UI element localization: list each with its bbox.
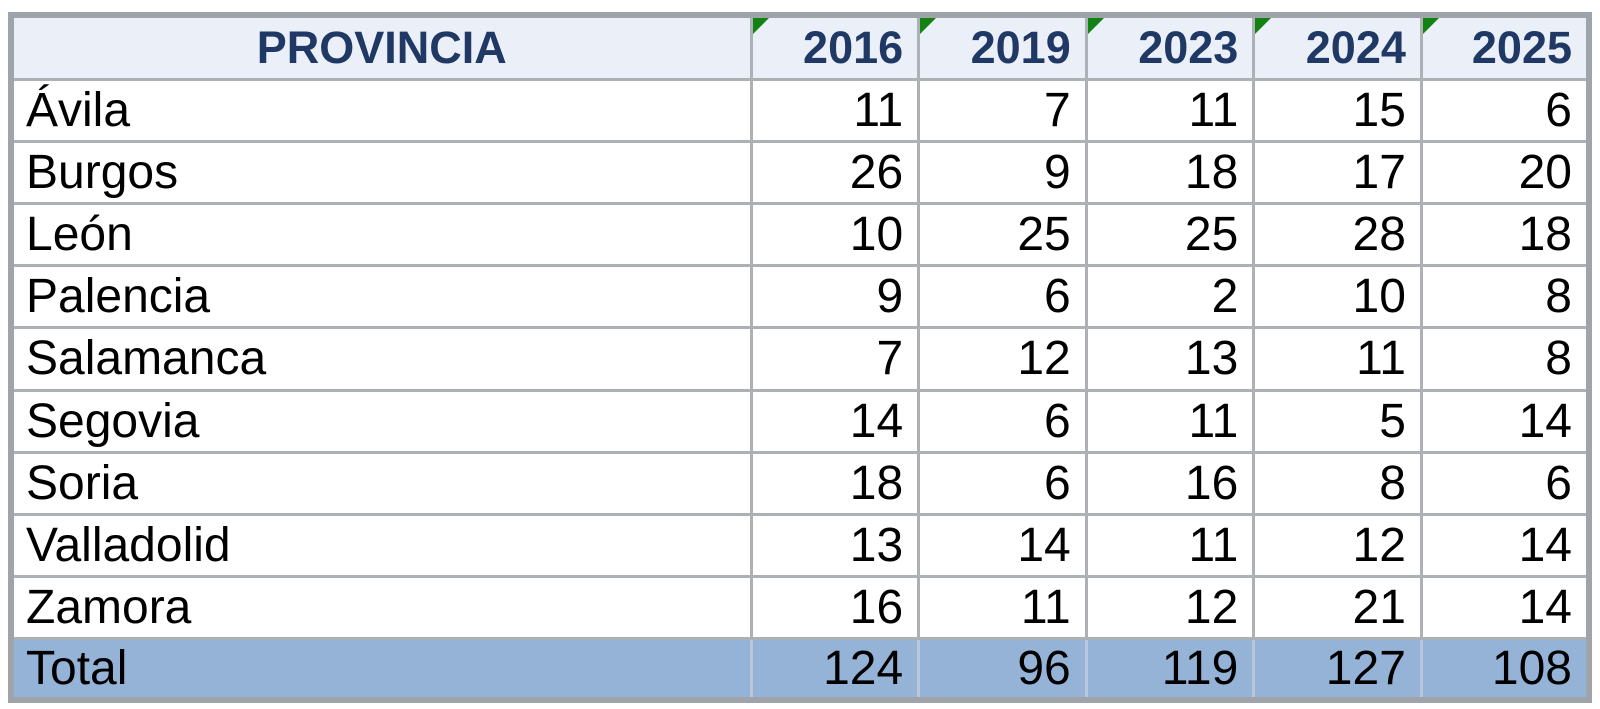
province-cell[interactable]: Palencia — [9, 264, 753, 330]
table-foot: Total 124 96 119 127 108 — [9, 637, 1591, 702]
total-row: Total 124 96 119 127 108 — [9, 637, 1591, 702]
value-cell[interactable]: 6 — [1419, 77, 1591, 144]
provinces-table-container: PROVINCIA 2016 2019 2023 2024 2025 Ávila 11 7 1… — [8, 12, 1592, 703]
table-row: Segovia 14 6 11 5 14 — [9, 388, 1591, 454]
column-header-year-2023[interactable]: 2023 — [1084, 13, 1256, 81]
flag-triangle-icon — [921, 18, 937, 34]
year-label: 2016 — [803, 22, 904, 73]
value-cell[interactable]: 16 — [1084, 450, 1256, 516]
flag-triangle-icon — [1424, 18, 1439, 34]
table-row: Palencia 9 6 2 10 8 — [9, 264, 1591, 330]
value-cell[interactable]: 14 — [749, 388, 921, 454]
value-cell[interactable]: 18 — [749, 450, 921, 516]
column-header-year-2024[interactable]: 2024 — [1252, 13, 1423, 81]
value-cell[interactable]: 13 — [1084, 326, 1256, 392]
province-cell[interactable]: Soria — [9, 450, 753, 516]
value-cell[interactable]: 11 — [1084, 512, 1256, 578]
value-cell[interactable]: 8 — [1252, 450, 1423, 516]
table-row: Soria 18 6 16 8 6 — [9, 450, 1591, 516]
flag-triangle-icon — [1089, 18, 1104, 34]
value-cell[interactable]: 5 — [1252, 388, 1423, 454]
value-cell[interactable]: 25 — [917, 202, 1088, 268]
province-cell[interactable]: Zamora — [9, 574, 753, 641]
province-cell[interactable]: Burgos — [9, 140, 753, 206]
province-cell[interactable]: Segovia — [9, 388, 753, 454]
value-cell[interactable]: 11 — [917, 574, 1088, 641]
table-body: Ávila 11 7 11 15 6 Burgos 26 9 18 17 20 León 10 25 25 28… — [9, 77, 1591, 641]
year-label: 2023 — [1138, 22, 1239, 73]
header-row: PROVINCIA 2016 2019 2023 2024 2025 — [9, 13, 1591, 81]
value-cell[interactable]: 14 — [1419, 388, 1591, 454]
column-header-year-2016[interactable]: 2016 — [749, 13, 921, 81]
year-label: 2019 — [970, 22, 1071, 73]
value-cell[interactable]: 13 — [749, 512, 921, 578]
value-cell[interactable]: 25 — [1084, 202, 1256, 268]
total-value-cell[interactable]: 124 — [749, 637, 921, 702]
provinces-table: PROVINCIA 2016 2019 2023 2024 2025 Ávila 11 7 1… — [8, 12, 1592, 703]
value-cell[interactable]: 17 — [1252, 140, 1423, 206]
value-cell[interactable]: 12 — [1252, 512, 1423, 578]
total-value-cell[interactable]: 119 — [1084, 637, 1256, 702]
value-cell[interactable]: 16 — [749, 574, 921, 641]
value-cell[interactable]: 8 — [1419, 326, 1591, 392]
value-cell[interactable]: 8 — [1419, 264, 1591, 330]
value-cell[interactable]: 11 — [1084, 388, 1256, 454]
value-cell[interactable]: 7 — [749, 326, 921, 392]
value-cell[interactable]: 9 — [749, 264, 921, 330]
total-value-cell[interactable]: 108 — [1419, 637, 1591, 702]
province-cell[interactable]: Salamanca — [9, 326, 753, 392]
value-cell[interactable]: 15 — [1252, 77, 1423, 144]
value-cell[interactable]: 18 — [1084, 140, 1256, 206]
total-value-cell[interactable]: 96 — [917, 637, 1088, 702]
table-row: Valladolid 13 14 11 12 14 — [9, 512, 1591, 578]
column-header-year-2025[interactable]: 2025 — [1419, 13, 1591, 81]
table-row: León 10 25 25 28 18 — [9, 202, 1591, 268]
value-cell[interactable]: 26 — [749, 140, 921, 206]
value-cell[interactable]: 10 — [1252, 264, 1423, 330]
flag-triangle-icon — [1256, 18, 1272, 34]
value-cell[interactable]: 21 — [1252, 574, 1423, 641]
year-label: 2024 — [1305, 22, 1406, 73]
value-cell[interactable]: 14 — [1419, 574, 1591, 641]
province-cell[interactable]: León — [9, 202, 753, 268]
table-row: Burgos 26 9 18 17 20 — [9, 140, 1591, 206]
value-cell[interactable]: 11 — [1084, 77, 1256, 144]
total-label-cell[interactable]: Total — [9, 637, 753, 702]
column-header-year-2019[interactable]: 2019 — [917, 13, 1088, 81]
year-label: 2025 — [1471, 22, 1572, 73]
table-row: Salamanca 7 12 13 11 8 — [9, 326, 1591, 392]
value-cell[interactable]: 6 — [917, 264, 1088, 330]
value-cell[interactable]: 20 — [1419, 140, 1591, 206]
value-cell[interactable]: 12 — [1084, 574, 1256, 641]
value-cell[interactable]: 14 — [917, 512, 1088, 578]
flag-triangle-icon — [754, 18, 769, 34]
value-cell[interactable]: 6 — [917, 450, 1088, 516]
value-cell[interactable]: 11 — [749, 77, 921, 144]
column-header-provincia[interactable]: PROVINCIA — [9, 13, 753, 81]
value-cell[interactable]: 14 — [1419, 512, 1591, 578]
value-cell[interactable]: 7 — [917, 77, 1088, 144]
value-cell[interactable]: 11 — [1252, 326, 1423, 392]
value-cell[interactable]: 9 — [917, 140, 1088, 206]
value-cell[interactable]: 10 — [749, 202, 921, 268]
value-cell[interactable]: 6 — [917, 388, 1088, 454]
province-cell[interactable]: Valladolid — [9, 512, 753, 578]
province-cell[interactable]: Ávila — [9, 77, 753, 144]
total-value-cell[interactable]: 127 — [1252, 637, 1423, 702]
value-cell[interactable]: 28 — [1252, 202, 1423, 268]
value-cell[interactable]: 2 — [1084, 264, 1256, 330]
value-cell[interactable]: 18 — [1419, 202, 1591, 268]
value-cell[interactable]: 12 — [917, 326, 1088, 392]
value-cell[interactable]: 6 — [1419, 450, 1591, 516]
table-row: Zamora 16 11 12 21 14 — [9, 574, 1591, 641]
table-row: Ávila 11 7 11 15 6 — [9, 77, 1591, 144]
